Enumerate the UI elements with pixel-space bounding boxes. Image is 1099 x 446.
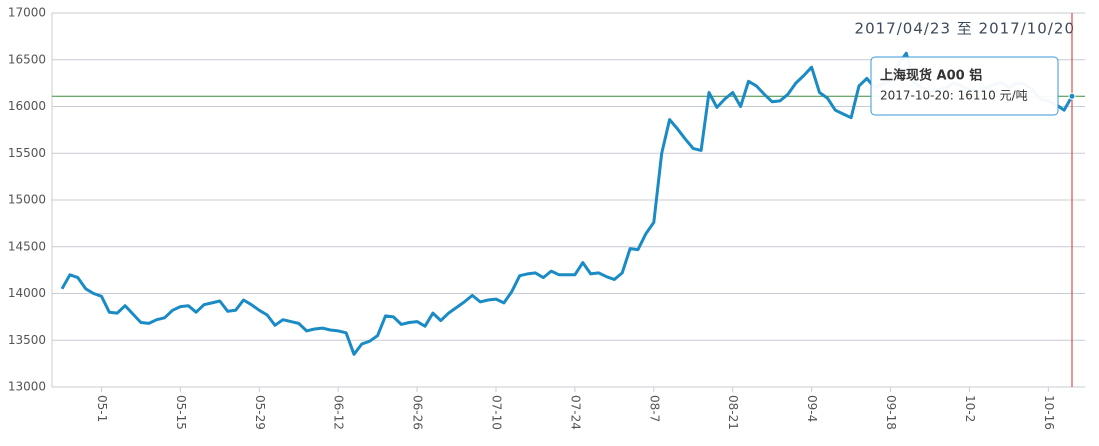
date-range: 2017/04/23 至 2017/10/20 <box>855 20 1075 38</box>
y-tick-label: 15000 <box>8 193 46 207</box>
x-tick-label: 06-12 <box>332 395 346 430</box>
y-tick-label: 13000 <box>8 380 46 394</box>
x-tick-label: 06-26 <box>411 395 425 430</box>
x-tick-label: 08-7 <box>647 395 661 422</box>
x-tick-label: 07-10 <box>489 395 503 430</box>
x-tick-label: 05-15 <box>174 395 188 430</box>
y-tick-label: 14000 <box>8 286 46 300</box>
tooltip-title: 上海现货 A00 铝 <box>880 68 982 84</box>
x-tick-label: 10-2 <box>963 395 977 422</box>
y-tick-label: 16500 <box>8 52 46 66</box>
tooltip-box <box>870 56 1059 116</box>
x-tick-label: 09-4 <box>805 395 819 422</box>
x-tick-label: 09-18 <box>884 395 898 430</box>
tooltip-text: 2017-10-20: 16110 元/吨 <box>880 89 1028 103</box>
y-tick-label: 15500 <box>8 146 46 160</box>
x-tick-label: 05-29 <box>253 395 267 430</box>
x-tick-label: 08-21 <box>726 395 740 430</box>
y-tick-label: 17000 <box>8 6 46 20</box>
y-tick-label: 13500 <box>8 333 46 347</box>
x-tick-label: 05-1 <box>95 395 109 422</box>
x-tick-label: 10-16 <box>1042 395 1056 430</box>
hover-point <box>1068 92 1076 100</box>
y-tick-label: 16000 <box>8 99 46 113</box>
x-tick-label: 07-24 <box>568 395 582 430</box>
tooltip: 上海现货 A00 铝 2017-10-20: 16110 元/吨 <box>870 56 1059 116</box>
y-tick-label: 14500 <box>8 239 46 253</box>
